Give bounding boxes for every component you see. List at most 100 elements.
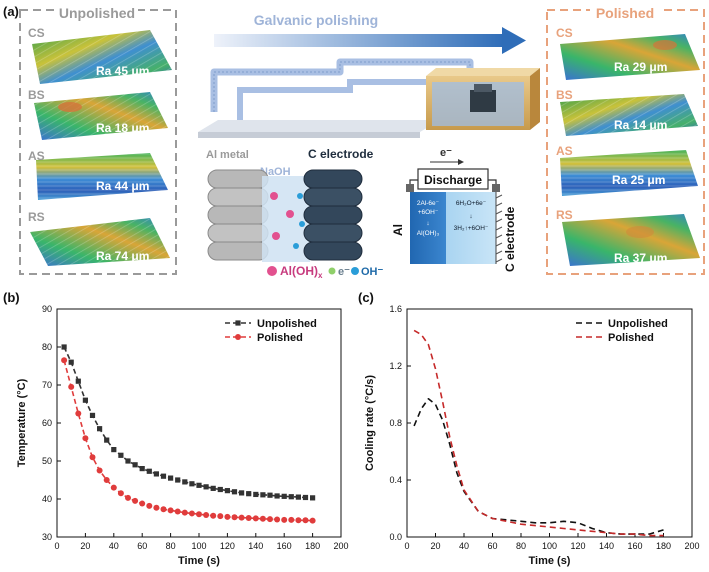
x-tick-label: 160 [627,541,642,551]
data-point-polished [68,383,75,390]
unpolished-surface-cs [32,30,172,84]
unpolished-sample-as: AS [28,149,45,163]
data-point-polished [196,511,202,518]
cathode-reaction-1: 6H₂O+6e⁻ [456,200,487,207]
data-point-polished [181,509,188,516]
data-point-unpolished [153,471,159,477]
data-point-unpolished [89,412,96,418]
panel-b-label: (b) [3,290,20,305]
unpolished-ra-as: Ra 44 μm [96,179,149,193]
data-point-unpolished [196,482,202,488]
data-point-unpolished [224,488,230,494]
data-point-polished [210,512,217,519]
polished-sample-as: AS [556,144,573,158]
polished-title: Polished [596,5,654,21]
data-point-polished [274,516,281,523]
x-tick-label: 200 [333,541,348,551]
data-point-unpolished [132,462,138,468]
data-point-unpolished [82,397,88,403]
x-tick-label: 80 [516,541,526,551]
data-point-polished [217,513,224,520]
x-tick-label: 20 [430,541,440,551]
unpolished-sample-cs: CS [28,26,45,40]
x-tick-label: 180 [305,541,320,551]
naoh-region [262,176,310,262]
data-point-polished [167,507,174,514]
legend-marker-unpolished [235,320,241,326]
data-point-unpolished [111,447,117,453]
data-point-polished [146,502,153,509]
hydroxide-label: OH⁻ [361,266,384,278]
y-tick-label: 0.0 [389,532,402,542]
x-tick-label: 0 [54,541,59,551]
legend-label-unpolished: Unpolished [257,318,317,330]
x-axis-label: Time (s) [178,555,220,567]
polished-ra-rs: Ra 37 μm [614,251,667,265]
hydroxide-dot [351,267,359,275]
x-tick-label: 180 [656,541,671,551]
polished-ra-as: Ra 25 μm [612,173,665,187]
x-tick-label: 40 [109,541,119,551]
data-point-polished [174,508,181,515]
data-point-polished [238,514,245,521]
unpolished-sample-rs: RS [28,210,45,224]
data-point-unpolished [97,426,103,432]
legend-marker-polished [235,334,241,340]
x-tick-label: 20 [80,541,90,551]
data-point-polished [96,467,103,474]
data-point-unpolished [295,494,301,500]
polished-ra-bs: Ra 14 μm [614,118,667,132]
polished-sample-bs: BS [556,88,573,102]
y-tick-label: 1.6 [389,304,402,314]
al-metal-label: Al metal [206,149,249,161]
process-title: Galvanic polishing [254,12,378,28]
data-point-polished [302,517,309,524]
x-tick-label: 140 [599,541,614,551]
discharge-circuit: e⁻ Discharge 2Al-6e⁻ +6OH⁻ ↓ Al(OH)₃ 6H₂… [391,147,517,272]
x-tick-label: 100 [191,541,206,551]
data-point-unpolished [146,468,152,474]
series-line-unpolished [413,397,664,535]
data-point-unpolished [182,479,188,485]
data-point-unpolished [125,458,131,464]
data-point-unpolished [231,489,238,495]
data-point-unpolished [310,495,316,501]
data-point-unpolished [75,378,81,384]
al-metal-stack [207,169,269,261]
data-point-polished [188,510,195,517]
data-point-unpolished [160,473,167,479]
y-tick-label: 50 [42,456,52,466]
unpolished-surface-bs [34,92,168,140]
data-point-unpolished [68,359,74,365]
data-point-polished [288,516,295,523]
data-point-polished [153,504,160,511]
data-point-unpolished [203,484,209,490]
x-axis-label: Time (s) [529,555,571,567]
data-point-unpolished [217,486,223,493]
data-point-polished [245,515,252,521]
cathode-reaction-2: 3H₂↑+6OH⁻ [454,225,489,232]
x-tick-label: 80 [166,541,176,551]
unpolished-ra-bs: Ra 18 μm [96,121,149,135]
data-point-polished [82,435,89,442]
x-tick-label: 200 [684,541,699,551]
data-point-polished [224,513,231,520]
polished-ra-cs: Ra 29 μm [614,60,667,74]
data-point-polished [125,494,131,501]
data-point-polished [267,516,273,523]
data-point-polished [117,490,124,497]
circuit-al-label: Al [391,224,405,236]
data-point-polished [295,517,302,524]
legend-label-polished: Polished [257,332,303,344]
data-point-polished [110,484,117,491]
anode-reaction-2: +6OH⁻ [418,209,439,216]
x-tick-label: 0 [404,541,409,551]
y-tick-label: 60 [42,418,52,428]
data-point-polished [309,517,316,524]
y-axis-label: Temperature (°C) [16,378,28,467]
data-point-polished [160,506,167,513]
data-point-polished [231,514,238,521]
data-point-polished [75,410,82,417]
aloh-species-dot [267,266,277,276]
